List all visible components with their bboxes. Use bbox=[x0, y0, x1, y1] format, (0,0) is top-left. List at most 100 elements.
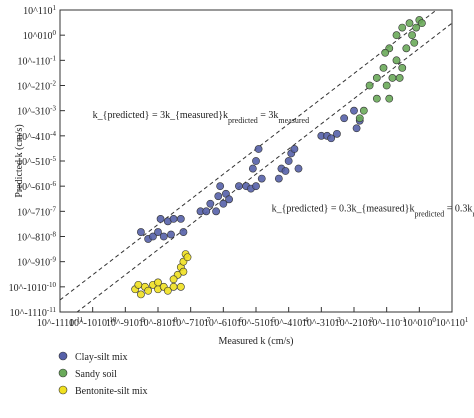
legend-marker bbox=[58, 368, 68, 378]
x-tick-label: 10^-1110-11 bbox=[37, 316, 84, 329]
x-tick-label: 10^-110-1 bbox=[367, 316, 406, 329]
point bbox=[359, 106, 368, 115]
point bbox=[410, 38, 419, 47]
x-tick-label: 10^1101 bbox=[436, 316, 469, 329]
point bbox=[154, 278, 162, 287]
point bbox=[154, 228, 162, 236]
point bbox=[398, 23, 407, 32]
point bbox=[176, 282, 185, 291]
point bbox=[257, 174, 266, 183]
y-tick-label: 10^-510-5 bbox=[17, 155, 56, 168]
point bbox=[212, 207, 220, 216]
x-tick-label: 10^-210-2 bbox=[335, 316, 374, 329]
annotation: k_{predicted} = 0.3k_{measured}kpredicte… bbox=[272, 203, 474, 218]
point bbox=[235, 182, 243, 191]
point bbox=[202, 207, 211, 216]
point bbox=[405, 19, 414, 28]
point bbox=[167, 230, 175, 239]
x-tick-label: 10^-710-7 bbox=[171, 316, 210, 329]
point bbox=[372, 94, 381, 103]
y-tick-label: 10^-310-3 bbox=[17, 105, 56, 118]
legend-marker bbox=[58, 351, 68, 361]
point bbox=[163, 286, 172, 295]
point bbox=[156, 215, 165, 223]
x-tick-label: 10^-610-6 bbox=[204, 316, 243, 329]
y-tick-label: 10^-1010-10 bbox=[9, 281, 57, 294]
y-tick-label: 10^-410-4 bbox=[17, 130, 56, 143]
point bbox=[352, 124, 361, 133]
point bbox=[169, 275, 178, 284]
x-tick-label: 10^-910-9 bbox=[106, 316, 145, 329]
y-tick-label: 10^-810-8 bbox=[17, 231, 56, 244]
point bbox=[398, 64, 407, 72]
y-tick-label: 10^-110-1 bbox=[18, 54, 57, 67]
point bbox=[402, 44, 411, 53]
point bbox=[281, 167, 290, 175]
point bbox=[274, 174, 283, 183]
point bbox=[385, 94, 394, 103]
reference-line bbox=[76, 22, 452, 312]
y-tick-label: 10^-910-9 bbox=[17, 256, 56, 269]
point bbox=[134, 280, 143, 289]
point bbox=[137, 228, 145, 236]
point bbox=[216, 182, 225, 191]
point bbox=[149, 232, 157, 241]
point bbox=[379, 64, 388, 72]
point bbox=[206, 199, 215, 208]
point bbox=[355, 114, 364, 123]
point bbox=[340, 114, 349, 123]
point bbox=[294, 164, 303, 173]
x-axis-label: Measured k (cm/s) bbox=[219, 336, 294, 347]
point bbox=[254, 145, 263, 153]
x-tick-label: 10^-810-8 bbox=[139, 316, 178, 329]
point bbox=[392, 56, 401, 65]
point bbox=[382, 81, 391, 90]
point bbox=[333, 129, 341, 138]
point bbox=[412, 23, 421, 32]
point bbox=[395, 74, 404, 82]
point bbox=[248, 164, 257, 173]
x-tick-label: 10^-310-3 bbox=[302, 316, 341, 329]
point bbox=[144, 286, 153, 295]
point bbox=[418, 19, 426, 28]
legend-label: Bentonite-silt mix bbox=[75, 386, 148, 397]
point bbox=[214, 192, 223, 201]
point bbox=[284, 157, 293, 165]
point bbox=[159, 232, 168, 241]
point bbox=[365, 81, 374, 90]
point bbox=[408, 31, 416, 40]
point bbox=[327, 134, 336, 143]
point bbox=[381, 48, 390, 57]
y-tick-label: 10^0100 bbox=[23, 29, 57, 42]
point bbox=[225, 195, 233, 204]
x-tick-label: 10^0100 bbox=[403, 316, 437, 329]
point bbox=[388, 74, 397, 82]
legend-label: Sandy soil bbox=[75, 369, 117, 380]
point bbox=[137, 290, 145, 299]
point bbox=[179, 267, 188, 276]
point bbox=[392, 31, 401, 40]
point bbox=[252, 157, 260, 165]
point bbox=[372, 74, 381, 82]
x-tick-label: 10^-410-4 bbox=[269, 316, 308, 329]
y-tick-label: 10^-610-6 bbox=[17, 180, 56, 193]
y-tick-label: 10^1101 bbox=[23, 4, 56, 17]
legend-marker bbox=[58, 385, 68, 395]
point bbox=[219, 199, 228, 208]
x-tick-label: 10^-1010-10 bbox=[69, 316, 117, 329]
annotation: k_{predicted} = 3k_{measured}kpredicted … bbox=[93, 110, 309, 125]
point bbox=[252, 182, 260, 191]
legend-label: Clay-silt mix bbox=[75, 352, 128, 363]
y-tick-label: 10^-1110-11 bbox=[10, 306, 57, 319]
point bbox=[169, 215, 178, 223]
y-tick-label: 10^-710-7 bbox=[17, 205, 56, 218]
point bbox=[176, 215, 185, 223]
point bbox=[350, 106, 358, 115]
point bbox=[290, 145, 299, 153]
y-tick-label: 10^-210-2 bbox=[17, 80, 56, 93]
point bbox=[179, 228, 188, 236]
x-tick-label: 10^-510-5 bbox=[237, 316, 276, 329]
point bbox=[169, 282, 178, 291]
y-axis-label: Predicted k (cm/s) bbox=[14, 124, 25, 197]
